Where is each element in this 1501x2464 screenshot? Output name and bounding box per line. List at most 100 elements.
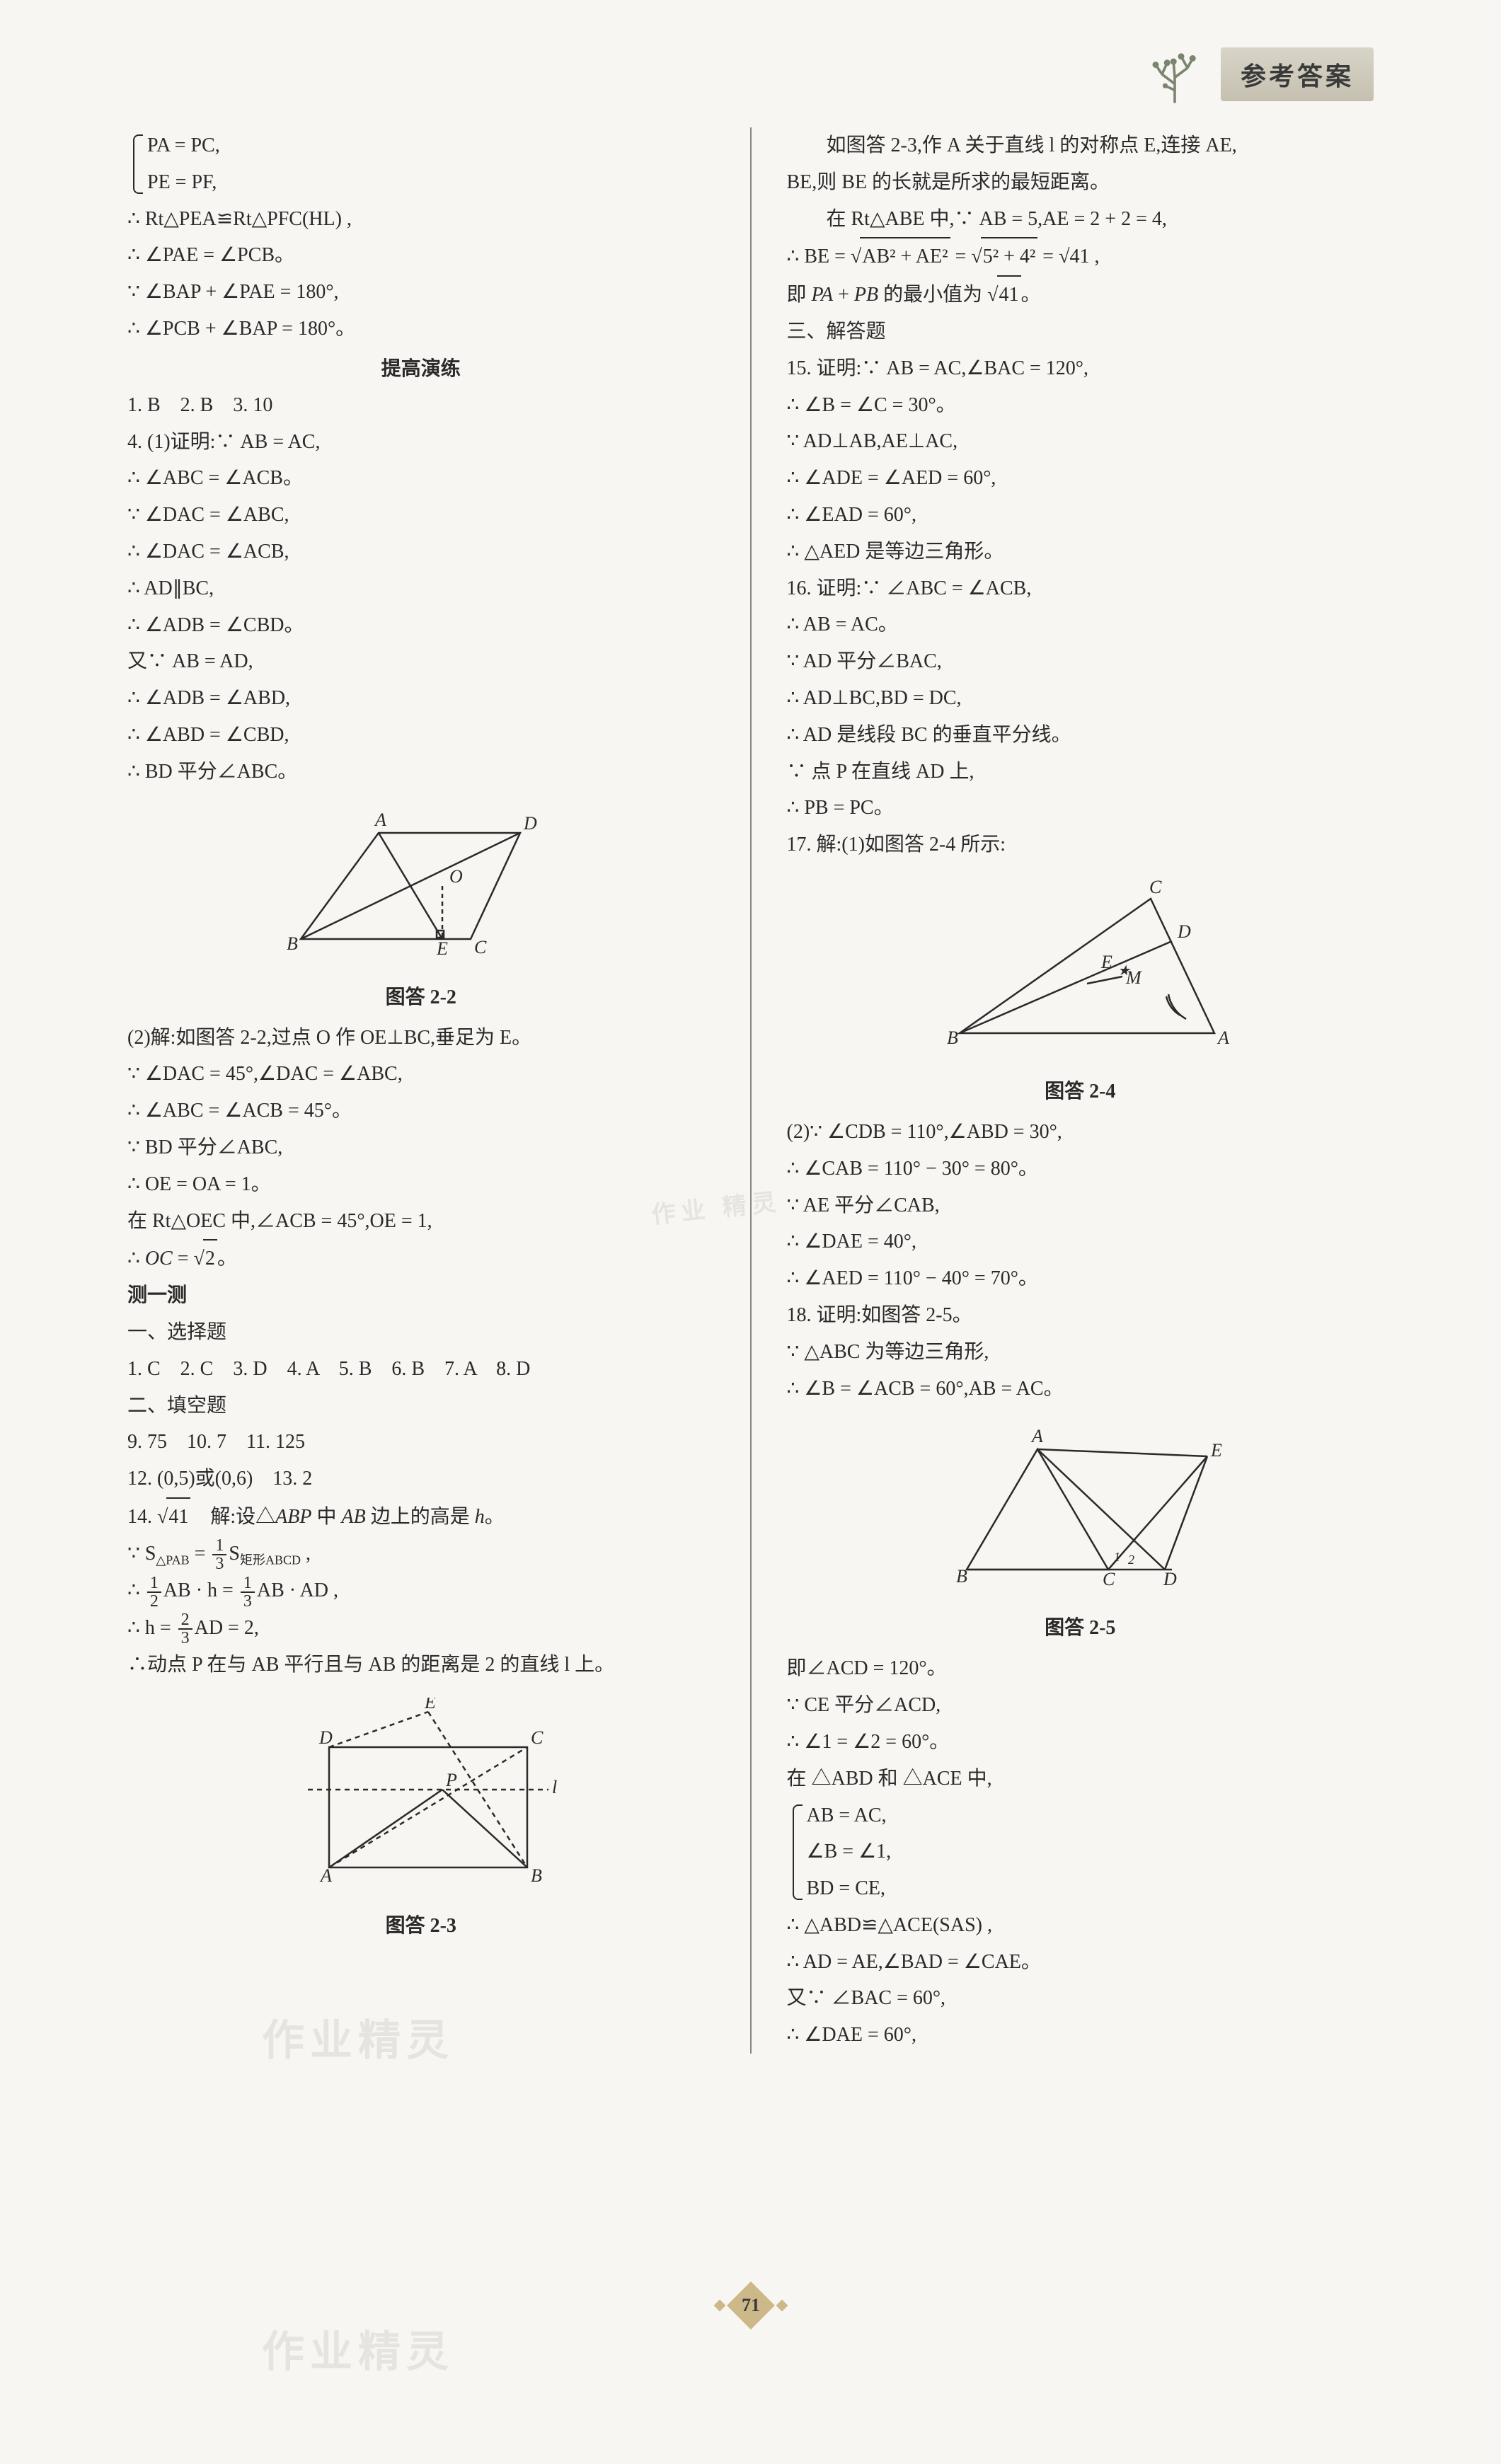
text-line: ∴ ∠1 = ∠2 = 60°。	[787, 1724, 1374, 1761]
text-line: ∴ ∠B = ∠C = 30°。	[787, 387, 1374, 424]
svg-text:B: B	[947, 1027, 958, 1048]
text-line: ∴ AD = AE,∠BAD = ∠CAE。	[787, 1944, 1374, 1981]
svg-text:B: B	[531, 1865, 542, 1886]
text-line: AB = AC,	[807, 1797, 1374, 1834]
svg-text:O: O	[449, 866, 463, 887]
text-line: ∴ PB = PC。	[787, 790, 1374, 827]
text-line: ∴动点 P 在与 AB 平行且与 AB 的距离是 2 的直线 l 上。	[127, 1647, 715, 1683]
text-line: ∵ S△PAB = 13S矩形ABCD ,	[127, 1536, 715, 1573]
text-line: 又∵ ∠BAC = 60°,	[787, 1980, 1374, 2017]
text-line: ∴ ∠EAD = 60°,	[787, 497, 1374, 534]
text-line: ∴ AD⊥BC,BD = DC,	[787, 680, 1374, 717]
text-line: ∴ BD 平分∠ABC。	[127, 754, 715, 790]
right-column: 如图答 2-3,作 A 关于直线 l 的对称点 E,连接 AE, BE,则 BE…	[752, 127, 1374, 2054]
text-line: 15. 证明:∵ AB = AC,∠BAC = 120°,	[787, 350, 1374, 387]
text-line: 即 PA + PB 的最小值为 √41。	[787, 275, 1374, 313]
text-line: ∴ ∠ADB = ∠ABD,	[127, 680, 715, 717]
figure-2-4: C D E M B A ★	[917, 877, 1243, 1061]
text-line: ∴ ∠DAE = 40°,	[787, 1224, 1374, 1260]
svg-text:A: A	[319, 1865, 332, 1886]
tree-icon	[1143, 42, 1207, 106]
text-line: ∴ ∠CAB = 110° − 30° = 80°。	[787, 1151, 1374, 1187]
text-line: ∵ △ABC 为等边三角形,	[787, 1334, 1374, 1371]
figure-caption: 图答 2-4	[787, 1076, 1374, 1104]
text-line: 4. (1)证明:∵ AB = AC,	[127, 424, 715, 461]
text-line: ∴ OC = √2。	[127, 1239, 715, 1277]
text-line: 在 △ABD 和 △ACE 中,	[787, 1761, 1374, 1797]
text-line: ∴ ∠DAC = ∠ACB,	[127, 534, 715, 570]
text-line: 在 Rt△OEC 中,∠ACB = 45°,OE = 1,	[127, 1203, 715, 1240]
svg-text:P: P	[445, 1770, 457, 1790]
figure-2-3: D C A B E P l	[272, 1698, 570, 1896]
text-line: ∴ ∠ADE = ∠AED = 60°,	[787, 460, 1374, 497]
text-line: ∵ ∠BAP + ∠PAE = 180°,	[127, 274, 715, 311]
figure-caption: 图答 2-3	[127, 1910, 715, 1938]
text-line: ∵ 点 P 在直线 AD 上,	[787, 754, 1374, 790]
text-line: ∴ ∠B = ∠ACB = 60°,AB = AC。	[787, 1371, 1374, 1407]
diamond-icon	[713, 2300, 725, 2312]
svg-text:B: B	[956, 1566, 967, 1587]
text-line: PE = PF,	[147, 164, 715, 201]
text-line: PA = PC,	[147, 127, 715, 164]
diamond-icon: 71	[727, 2281, 775, 2330]
text-line: ∴ BE = √AB² + AE² = √5² + 4² = √41 ,	[787, 237, 1374, 275]
text-line: 三、解答题	[787, 313, 1374, 350]
text-line: (2)∵ ∠CDB = 110°,∠ABD = 30°,	[787, 1114, 1374, 1151]
text-line: ∴ OE = OA = 1。	[127, 1166, 715, 1203]
svg-text:E: E	[1210, 1440, 1222, 1461]
text-line: ∵ ∠DAC = ∠ABC,	[127, 497, 715, 534]
text-line: ∴ ∠ABD = ∠CBD,	[127, 717, 715, 754]
two-column-layout: PA = PC, PE = PF, ∴ Rt△PEA≌Rt△PFC(HL) , …	[127, 127, 1374, 2054]
text-line: 1. C 2. C 3. D 4. A 5. B 6. B 7. A 8. D	[127, 1351, 715, 1388]
text-line: ∴ h = 23AD = 2,	[127, 1610, 715, 1647]
text-line: ∵ AD⊥AB,AE⊥AC,	[787, 423, 1374, 460]
svg-text:A: A	[374, 810, 386, 830]
text-line: ∵ AE 平分∠CAB,	[787, 1187, 1374, 1224]
svg-text:B: B	[287, 933, 298, 954]
text-line: ∴ ∠AED = 110° − 40° = 70°。	[787, 1260, 1374, 1297]
text-line: BD = CE,	[807, 1870, 1374, 1907]
text-line: ∴ ∠PAE = ∠PCB。	[127, 237, 715, 274]
svg-text:D: D	[1163, 1569, 1177, 1589]
svg-text:D: D	[523, 813, 537, 834]
figure-caption: 图答 2-5	[787, 1612, 1374, 1640]
left-column: PA = PC, PE = PF, ∴ Rt△PEA≌Rt△PFC(HL) , …	[127, 127, 752, 2054]
text-line: 12. (0,5)或(0,6) 13. 2	[127, 1461, 715, 1497]
svg-text:E: E	[1100, 952, 1112, 972]
text-line: 一、选择题	[127, 1314, 715, 1351]
text-line: 14. √41 解:设△ABP 中 AB 边上的高是 h。	[127, 1497, 715, 1536]
text-line: 17. 解:(1)如图答 2-4 所示:	[787, 827, 1374, 863]
brace-group: AB = AC, ∠B = ∠1, BD = CE,	[787, 1797, 1374, 1907]
text-line: ∠B = ∠1,	[807, 1833, 1374, 1870]
svg-text:E: E	[436, 938, 448, 959]
text-line: 1. B 2. B 3. 10	[127, 387, 715, 424]
text-line: ∵ BD 平分∠ABC,	[127, 1129, 715, 1166]
svg-text:l: l	[552, 1777, 557, 1797]
text-line: 即∠ACD = 120°。	[787, 1650, 1374, 1687]
svg-text:C: C	[1149, 877, 1162, 897]
svg-text:C: C	[474, 937, 487, 957]
text-line: (2)解:如图答 2-2,过点 O 作 OE⊥BC,垂足为 E。	[127, 1020, 715, 1057]
text-line: ∴ 12AB · h = 13AB · AD ,	[127, 1572, 715, 1610]
text-line: 二、填空题	[127, 1388, 715, 1424]
watermark: 作业精灵	[262, 2318, 454, 2379]
text-line: ∴ △ABD≌△ACE(SAS) ,	[787, 1907, 1374, 1944]
text-line: ∴ AD∥BC,	[127, 570, 715, 607]
svg-text:C: C	[1103, 1569, 1115, 1589]
text-line: ∴ ∠ADB = ∠CBD。	[127, 607, 715, 644]
figure-2-5: A E B C D 1 2	[917, 1421, 1243, 1598]
text-line: BE,则 BE 的长就是所求的最短距离。	[787, 164, 1374, 201]
figure-caption: 图答 2-2	[127, 981, 715, 1010]
text-line: ∵ CE 平分∠ACD,	[787, 1687, 1374, 1724]
answer-key-badge: 参考答案	[1221, 47, 1374, 101]
text-line: ∴ ∠DAE = 60°,	[787, 2017, 1374, 2054]
diamond-icon	[776, 2300, 788, 2312]
text-line: 18. 证明:如图答 2-5。	[787, 1297, 1374, 1334]
svg-text:D: D	[318, 1727, 333, 1748]
section-heading: 提高演练	[127, 353, 715, 381]
text-line: ∵ ∠DAC = 45°,∠DAC = ∠ABC,	[127, 1056, 715, 1093]
text-line: ∴ AB = AC。	[787, 606, 1374, 643]
text-line: ∴ △AED 是等边三角形。	[787, 534, 1374, 570]
text-line: 16. 证明:∵ ∠ABC = ∠ACB,	[787, 570, 1374, 607]
svg-text:★: ★	[1117, 963, 1131, 979]
